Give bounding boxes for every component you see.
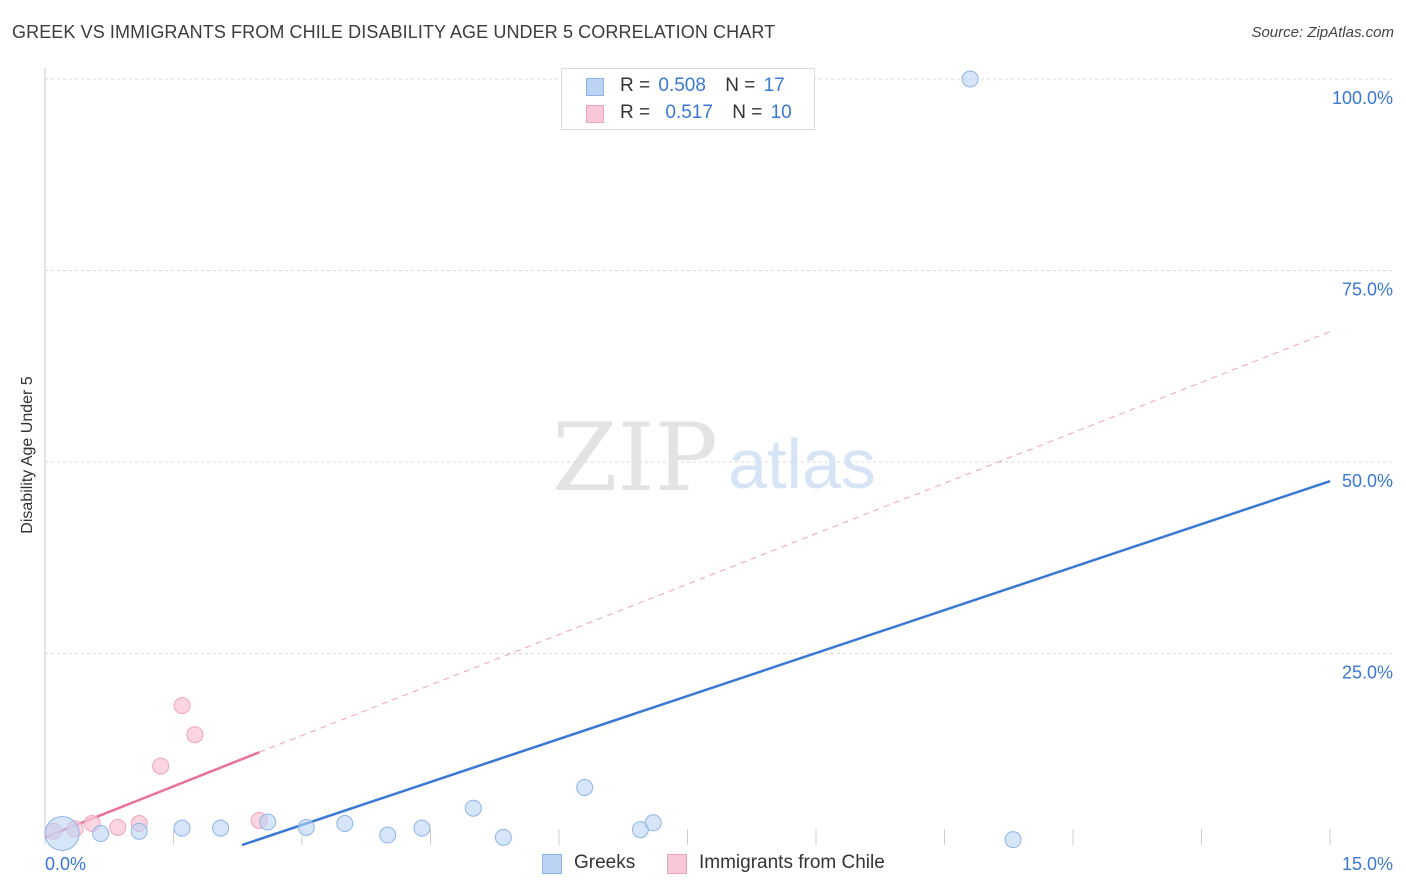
source-label: Source: ZipAtlas.com: [1251, 24, 1394, 41]
legend-r-value: 0.517: [665, 102, 713, 123]
watermark-atlas: atlas: [728, 425, 876, 503]
legend-r-label: R =: [620, 102, 651, 123]
point-greeks: [576, 779, 594, 797]
point-greeks: [413, 819, 431, 837]
x-tick-label: 0.0%: [45, 854, 86, 874]
chart-title: GREEK VS IMMIGRANTS FROM CHILE DISABILIT…: [12, 22, 776, 42]
point-greeks: [644, 814, 662, 832]
point-chile: [173, 697, 191, 715]
point-greeks: [212, 819, 230, 837]
legend-label-greeks: Greeks: [574, 852, 636, 873]
y-tick-labels: 25.0% 50.0% 75.0% 100.0%: [1332, 88, 1393, 683]
x-tick-labels: 0.0% 15.0%: [45, 854, 1393, 874]
legend-n-value: 10: [770, 102, 792, 123]
trend-line-chile-extension: [258, 331, 1331, 753]
legend-swatch-chile: [667, 854, 687, 874]
legend-r-label: R =: [620, 75, 651, 96]
point-chile: [186, 726, 204, 744]
legend-r-value: 0.508: [658, 75, 706, 96]
point-greeks: [1004, 831, 1022, 849]
point-greeks: [92, 825, 110, 843]
legend-n-label: N =: [732, 102, 763, 123]
trend-line-greeks: [241, 479, 1331, 847]
point-greeks: [379, 826, 397, 844]
point-chile: [152, 757, 170, 775]
legend-n-value: 17: [763, 75, 785, 96]
point-greeks: [961, 70, 979, 88]
point-greeks: [464, 799, 482, 817]
point-greeks: [173, 819, 191, 837]
legend-swatch-greeks: [542, 854, 562, 874]
grid-lines: [44, 68, 1392, 845]
point-greeks: [44, 816, 80, 852]
point-greeks: [130, 822, 148, 840]
watermark-zip: ZIP: [552, 404, 718, 513]
legend-label-chile: Immigrants from Chile: [699, 852, 885, 873]
y-tick-label: 50.0%: [1342, 471, 1393, 491]
x-ticks: [44, 829, 1331, 845]
y-tick-label: 25.0%: [1342, 663, 1393, 683]
point-greeks: [494, 828, 512, 846]
legend-swatch-greeks: [586, 78, 604, 96]
point-chile: [109, 818, 127, 836]
y-axis-title: Disability Age Under 5: [19, 376, 36, 534]
point-greeks: [336, 815, 354, 833]
x-tick-label: 15.0%: [1342, 854, 1393, 874]
legend-swatch-chile: [586, 105, 604, 123]
point-greeks: [259, 813, 277, 831]
stats-legend: R = 0.508 N = 17 R = 0.517 N = 10: [561, 68, 815, 130]
legend-n-label: N =: [725, 75, 756, 96]
point-greeks: [297, 818, 315, 836]
data-points: [44, 70, 1022, 852]
y-tick-label: 75.0%: [1342, 280, 1393, 300]
y-tick-label: 100.0%: [1332, 88, 1393, 108]
